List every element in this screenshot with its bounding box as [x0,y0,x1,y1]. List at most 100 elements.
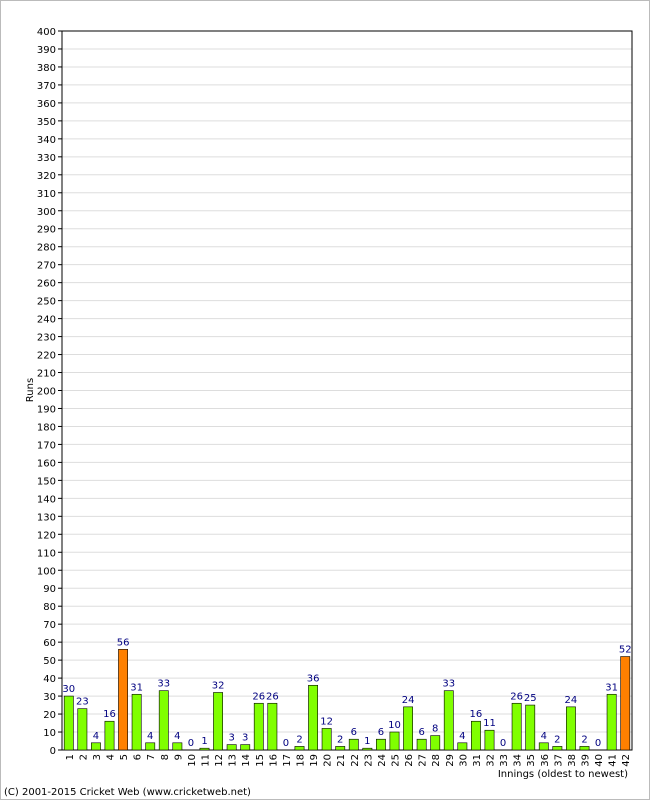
value-label: 32 [212,680,225,691]
bar [566,706,576,751]
value-label: 0 [283,738,289,749]
x-tick-label: 3 [92,754,103,760]
x-tick-label: 31 [472,754,483,767]
x-tick-label: 7 [146,754,157,760]
value-label: 26 [252,691,265,702]
bar [606,693,617,751]
y-tick-label: 150 [37,476,56,487]
bar [226,744,237,751]
x-tick-label: 1 [65,754,76,760]
x-tick-label: 21 [336,754,347,767]
bar [321,728,332,751]
bar [579,746,590,751]
value-label: 4 [147,731,153,742]
x-tick-label: 2 [78,754,89,760]
bar [199,747,210,751]
x-tick-label: 37 [553,754,564,767]
x-tick-label: 34 [513,754,524,767]
value-label: 6 [418,727,424,738]
y-tick-label: 160 [37,458,56,469]
plot-frame [61,30,633,751]
value-label: 31 [605,682,618,693]
bar [430,735,441,751]
bar [335,746,346,751]
x-tick-label: 29 [445,754,456,767]
bar [267,702,278,751]
value-label: 3 [242,733,248,744]
y-tick-label: 50 [43,656,56,667]
x-tick-label: 9 [173,754,184,760]
value-label: 3 [228,733,234,744]
x-tick-label: 6 [133,754,144,760]
bar [457,742,468,751]
value-label: 24 [565,695,578,706]
bar [362,747,373,751]
x-tick-label: 16 [268,754,279,767]
x-tick-label: 11 [201,754,212,767]
bar [172,742,183,751]
bar [131,693,142,751]
x-tick-label: 33 [499,754,510,767]
value-label: 24 [402,695,415,706]
value-label: 23 [76,697,89,708]
x-tick-label: 25 [391,754,402,767]
value-label: 52 [619,645,632,656]
bar [118,649,128,751]
value-label: 2 [337,734,343,745]
y-tick-label: 290 [37,225,56,236]
y-tick-label: 70 [43,620,56,631]
bar [294,746,305,751]
y-tick-label: 40 [43,674,56,685]
x-tick-label: 12 [214,754,225,767]
x-tick-label: 28 [431,754,442,767]
y-tick-label: 270 [37,261,56,272]
y-tick-label: 210 [37,369,56,380]
y-tick-label: 220 [37,351,56,362]
x-tick-label: 17 [282,754,293,767]
y-tick-label: 80 [43,602,56,613]
value-label: 8 [432,724,438,735]
value-label: 6 [351,727,357,738]
y-tick-label: 20 [43,710,56,721]
y-tick-label: 180 [37,422,56,433]
y-tick-label: 0 [50,746,56,757]
y-tick-label: 390 [37,45,56,56]
value-label: 33 [157,679,170,690]
x-tick-label: 38 [567,754,578,767]
value-label: 0 [595,738,601,749]
y-tick-label: 370 [37,81,56,92]
bar [308,684,318,751]
bar [104,720,115,751]
x-tick-label: 10 [187,754,198,767]
x-tick-label: 5 [119,754,130,760]
x-tick-label: 27 [418,754,429,767]
value-label: 25 [524,693,537,704]
y-tick-label: 340 [37,135,56,146]
y-tick-label: 300 [37,207,56,218]
y-tick-label: 200 [37,387,56,398]
y-tick-label: 320 [37,171,56,182]
bar [403,706,413,751]
value-label: 16 [470,709,483,720]
bar [145,742,156,751]
value-label: 0 [188,738,194,749]
value-label: 16 [103,709,116,720]
value-label: 1 [201,736,207,747]
y-tick-label: 140 [37,494,56,505]
value-label: 2 [554,734,560,745]
value-label: 1 [364,736,370,747]
y-tick-label: 190 [37,404,56,415]
value-label: 56 [117,637,130,648]
value-label: 4 [459,731,465,742]
y-tick-label: 60 [43,638,56,649]
value-label: 12 [320,716,333,727]
x-tick-label: 23 [363,754,374,767]
bar [240,744,251,751]
bar [91,742,101,751]
x-tick-label: 19 [309,754,320,767]
bar [552,746,563,751]
value-label: 33 [442,679,455,690]
value-label: 10 [388,720,401,731]
bar [348,738,359,751]
